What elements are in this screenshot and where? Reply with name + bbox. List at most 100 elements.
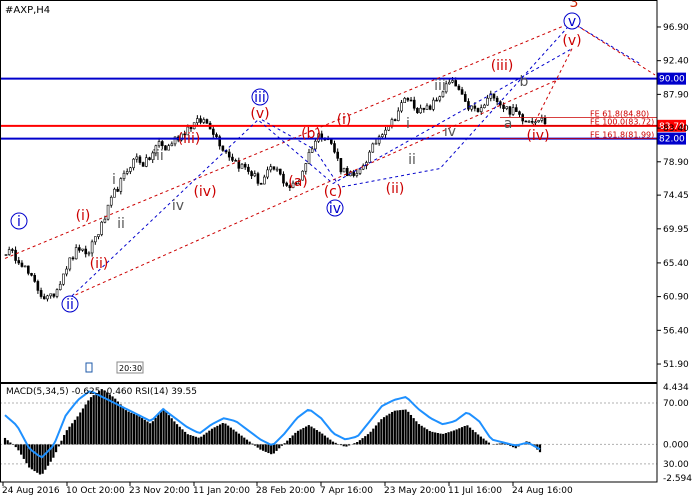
candle-body — [141, 162, 145, 167]
candle-body — [285, 182, 288, 186]
candle-body — [11, 249, 14, 251]
wave-label: i — [112, 172, 116, 188]
wave-circle — [61, 295, 79, 313]
candle-body — [87, 252, 91, 255]
fib-label: FE 61.8(84.80) — [590, 110, 649, 119]
candle-body — [160, 141, 164, 147]
candle-body — [460, 89, 464, 95]
candle-body — [441, 91, 445, 98]
candle-body — [58, 283, 62, 291]
candle-body — [65, 268, 68, 275]
candle-body — [438, 96, 442, 101]
wave-label: ii — [117, 216, 125, 232]
x-tick-label: 11 Jan 20:00 — [193, 486, 250, 496]
wave-label: iv — [172, 198, 184, 214]
candle-body — [333, 143, 336, 153]
wave-label: iv — [444, 124, 456, 140]
level-tag — [657, 132, 686, 145]
candle-body — [94, 236, 97, 243]
candle-body — [259, 183, 263, 185]
candle-body — [7, 249, 11, 255]
candle-body — [164, 145, 167, 151]
wave-label: (ii) — [386, 181, 405, 197]
candle-body — [247, 166, 250, 172]
candle-body — [352, 171, 355, 176]
candle-body — [250, 171, 253, 177]
candle-body — [71, 257, 75, 260]
candle-body — [518, 111, 521, 115]
timer-label: 20:30 — [119, 364, 142, 373]
indicator-label: MACD(5,34,5) -0.625 -0.460 RSI(14) 39.55 — [6, 387, 197, 397]
candle-body — [90, 241, 94, 254]
candle-body — [266, 169, 269, 178]
x-tick-label: 7 Apr 16:00 — [320, 486, 373, 496]
candle-body — [113, 188, 116, 198]
level-tag — [657, 72, 686, 85]
candle-body — [473, 105, 477, 109]
candle-body — [537, 120, 540, 123]
candle-body — [17, 260, 21, 264]
candle-body — [396, 110, 400, 121]
candle-body — [97, 234, 100, 237]
candle-body — [412, 99, 416, 109]
candle-body — [301, 170, 304, 181]
candle-body — [132, 158, 135, 169]
candle-body — [278, 168, 282, 175]
candle-body — [422, 107, 426, 110]
candle-body — [135, 156, 139, 160]
price-panel-frame — [0, 0, 658, 383]
candle-body — [342, 167, 346, 173]
wave-label: iv — [329, 201, 341, 217]
candle-body — [272, 166, 276, 170]
indicator-axis-label: 0.000 — [663, 440, 689, 450]
candle-body — [432, 99, 435, 110]
level-tag — [657, 119, 686, 132]
candle-body — [183, 133, 186, 136]
y-tick-label: 60.90 — [663, 293, 689, 303]
indicator-axis-label: 4.434 — [663, 383, 689, 393]
candle-body — [310, 148, 314, 153]
y-tick-label: 96.90 — [663, 23, 689, 33]
candle-body — [173, 136, 177, 145]
candle-body — [46, 295, 49, 300]
candle-body — [282, 173, 285, 184]
candle-body — [122, 172, 126, 179]
y-tick-label: 92.40 — [663, 57, 689, 67]
candle-body — [148, 157, 151, 160]
y-tick-label: 87.90 — [663, 90, 689, 100]
candle-body — [103, 218, 107, 223]
candle-body — [109, 196, 113, 206]
candle-body — [52, 293, 56, 297]
candle-body — [49, 293, 52, 297]
candle-body — [381, 134, 384, 138]
candle-body — [218, 136, 221, 147]
candle-body — [106, 204, 110, 220]
candle-body — [457, 85, 461, 90]
candle-body — [74, 247, 78, 260]
candle-body — [36, 281, 40, 291]
wave-label: v — [568, 14, 576, 30]
candle-body — [288, 185, 292, 189]
candle-body — [78, 247, 81, 251]
wave-label: (iv) — [193, 184, 216, 200]
candle-body — [138, 156, 142, 163]
trend-line — [261, 21, 641, 188]
candle-body — [269, 166, 273, 171]
wave-label: iii — [254, 90, 266, 106]
candle-body — [234, 160, 237, 162]
candle-body — [240, 163, 244, 169]
candle-body — [4, 254, 8, 256]
x-tick-label: 24 Aug 16:00 — [512, 486, 573, 496]
candle-body — [317, 133, 320, 142]
scroll-handle-box[interactable] — [85, 362, 93, 373]
candle-body — [199, 118, 202, 123]
candle-body — [416, 107, 419, 114]
wave-circle — [563, 12, 581, 30]
candle-body — [403, 98, 406, 103]
wave-label: (iv) — [526, 128, 549, 144]
y-tick-label: 56.40 — [663, 326, 689, 336]
chart-scroll-handle[interactable] — [85, 362, 93, 373]
candle-body — [400, 102, 403, 112]
x-tick-label: 23 Nov 20:00 — [129, 486, 190, 496]
